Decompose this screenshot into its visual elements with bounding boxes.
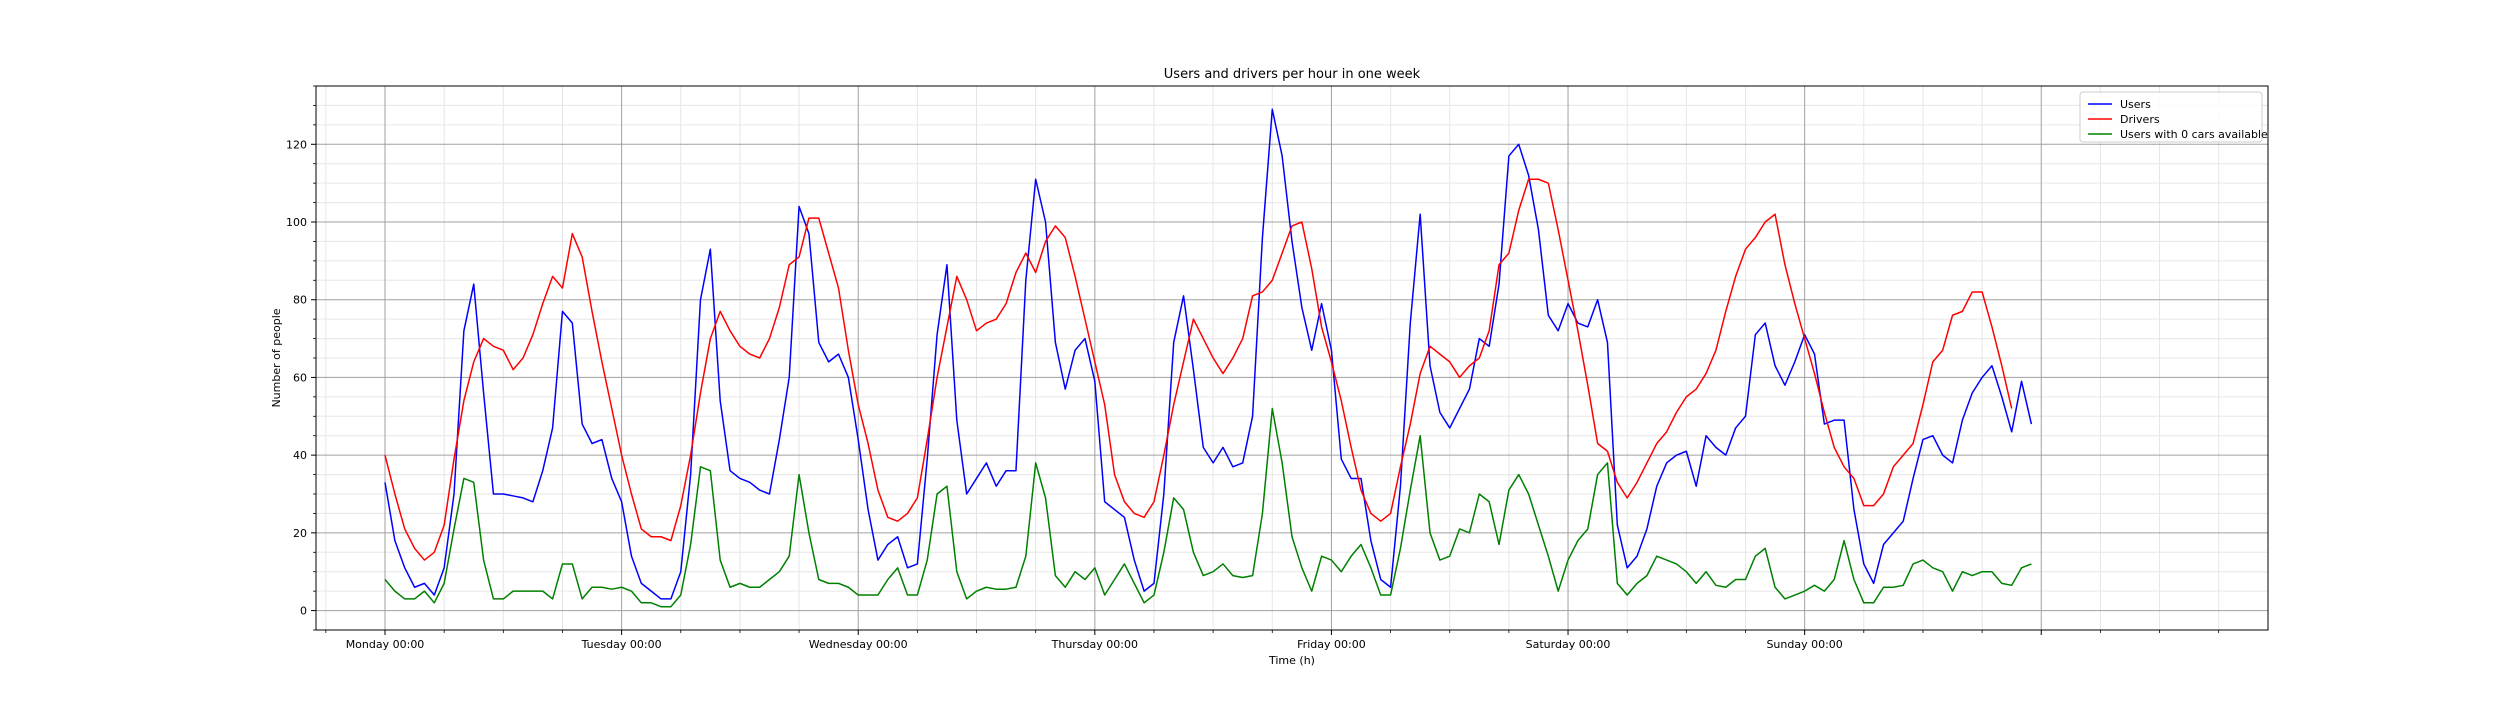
legend-box bbox=[2079, 91, 2263, 143]
y-tick-label: 0 bbox=[300, 605, 307, 618]
y-tick-label: 100 bbox=[286, 216, 307, 229]
y-tick-label: 40 bbox=[293, 449, 307, 462]
x-tick-label: Saturday 00:00 bbox=[1526, 638, 1611, 651]
x-axis-ticks: Monday 00:00 Tuesday 00:00 Wednesday 00:00… bbox=[325, 630, 2220, 651]
legend-label: Users bbox=[2120, 98, 2151, 111]
x-tick-label: Tuesday 00:00 bbox=[581, 638, 662, 651]
x-tick-label: Monday 00:00 bbox=[346, 638, 425, 651]
legend: Users Drivers Users with 0 cars available bbox=[2079, 91, 2268, 143]
legend-label: Users with 0 cars available bbox=[2120, 128, 2268, 141]
minor-grid bbox=[316, 85, 2268, 631]
x-axis-label: Time (h) bbox=[1268, 654, 1315, 667]
series-lines bbox=[384, 108, 2033, 608]
major-grid bbox=[316, 86, 2268, 630]
series-line-users-with-0-cars-available bbox=[384, 407, 2032, 608]
y-tick-label: 60 bbox=[293, 371, 307, 384]
x-tick-label: Wednesday 00:00 bbox=[809, 638, 908, 651]
y-axis-ticks: 0 20 40 60 80 100 120 bbox=[286, 85, 316, 631]
y-tick-label: 120 bbox=[286, 138, 307, 151]
y-tick-label: 80 bbox=[293, 294, 307, 307]
series-line-users bbox=[384, 108, 2033, 600]
chart-title: Users and drivers per hour in one week bbox=[1164, 67, 1421, 82]
y-axis-label: Number of people bbox=[270, 308, 283, 407]
x-tick-label: Sunday 00:00 bbox=[1766, 638, 1842, 651]
series-line-drivers bbox=[384, 178, 2013, 561]
y-tick-label: 20 bbox=[293, 527, 307, 540]
legend-label: Drivers bbox=[2120, 113, 2160, 126]
x-tick-label: Friday 00:00 bbox=[1297, 638, 1366, 651]
x-tick-label: Thursday 00:00 bbox=[1051, 638, 1138, 651]
